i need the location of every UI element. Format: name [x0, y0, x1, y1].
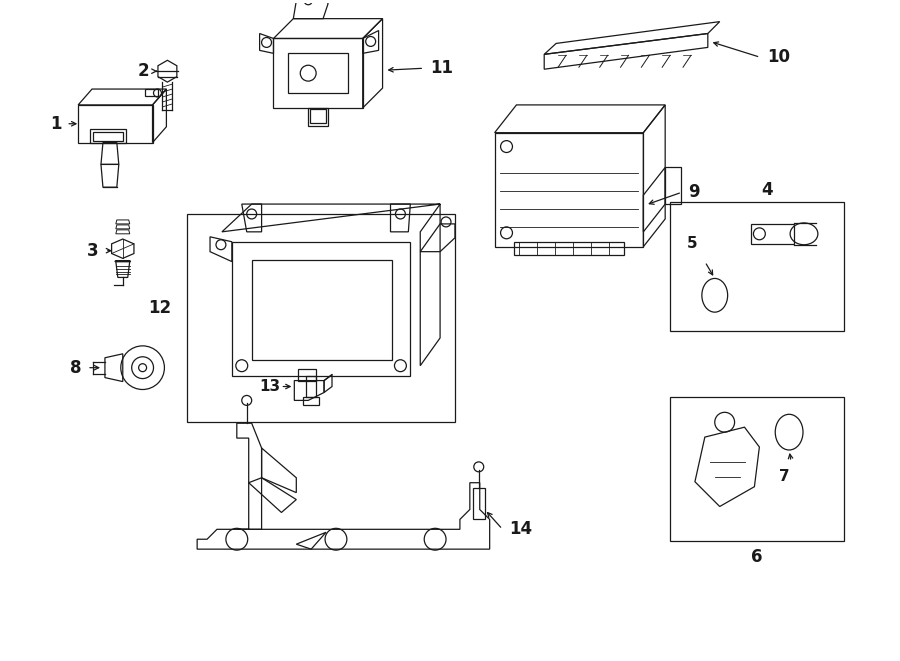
Text: 7: 7 [778, 469, 789, 485]
Bar [670, 202, 843, 331]
Text: 11: 11 [430, 59, 454, 77]
Text: 13: 13 [259, 379, 280, 394]
Text: 5: 5 [687, 236, 698, 251]
Bar [670, 397, 843, 541]
Text: 9: 9 [688, 183, 699, 201]
Text: 1: 1 [50, 115, 62, 133]
Text: 14: 14 [509, 520, 533, 538]
Bar [187, 214, 455, 422]
Text: 2: 2 [138, 62, 149, 80]
Text: 6: 6 [752, 548, 762, 566]
Text: 3: 3 [87, 242, 99, 260]
Text: 10: 10 [768, 48, 790, 66]
Text: 12: 12 [148, 299, 171, 317]
Text: 8: 8 [70, 359, 82, 377]
Text: 4: 4 [761, 181, 772, 199]
